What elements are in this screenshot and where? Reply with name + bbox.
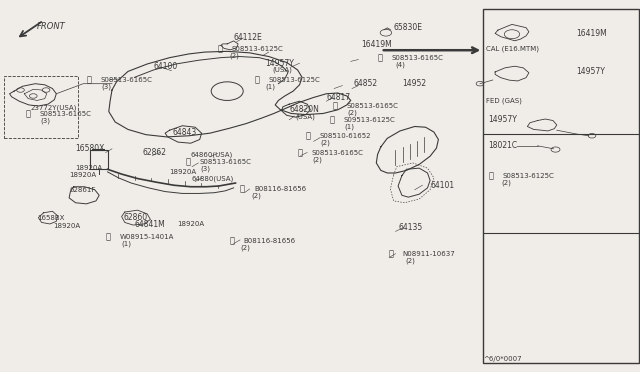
Text: S08513-6165C: S08513-6165C xyxy=(40,111,92,117)
Text: 23772Y(USA): 23772Y(USA) xyxy=(31,105,77,111)
Text: FRONT: FRONT xyxy=(37,22,66,31)
Text: 64860(USA): 64860(USA) xyxy=(191,152,233,158)
Text: N08911-10637: N08911-10637 xyxy=(403,251,455,257)
Text: (1): (1) xyxy=(344,123,355,130)
Text: 64852: 64852 xyxy=(354,79,378,88)
Text: S08513-6125C: S08513-6125C xyxy=(232,46,284,52)
Text: Ⓢ: Ⓢ xyxy=(186,157,191,166)
Text: S09513-6125C: S09513-6125C xyxy=(344,117,396,123)
Text: (2): (2) xyxy=(501,179,511,186)
Text: Ⓢ: Ⓢ xyxy=(26,110,31,119)
Text: 64820N: 64820N xyxy=(289,105,319,114)
Text: 14952: 14952 xyxy=(402,79,426,88)
Text: (2): (2) xyxy=(241,244,250,251)
Text: 14957Y: 14957Y xyxy=(266,59,294,68)
Text: (2): (2) xyxy=(312,157,322,163)
Text: 18920A: 18920A xyxy=(170,169,196,175)
Text: (3): (3) xyxy=(40,118,51,124)
Text: 64112E: 64112E xyxy=(234,33,262,42)
Text: (4): (4) xyxy=(396,61,405,68)
Text: B08116-81656: B08116-81656 xyxy=(243,238,295,244)
Text: 62862: 62862 xyxy=(143,148,166,157)
Text: Ⓢ: Ⓢ xyxy=(218,45,223,54)
Text: S08513-6165C: S08513-6165C xyxy=(347,103,399,109)
Text: 14957Y: 14957Y xyxy=(576,67,605,76)
Text: 1658BX: 1658BX xyxy=(37,215,65,221)
Text: Ⓝ: Ⓝ xyxy=(388,249,394,258)
Text: 18920A: 18920A xyxy=(69,172,96,178)
Text: S08510-61652: S08510-61652 xyxy=(320,133,371,139)
Text: 64843: 64843 xyxy=(173,128,197,137)
Text: W08915-1401A: W08915-1401A xyxy=(120,234,174,240)
Text: S08513-6165C: S08513-6165C xyxy=(100,77,152,83)
Text: (1): (1) xyxy=(266,83,276,90)
Text: 65830E: 65830E xyxy=(394,23,422,32)
Text: 62861F: 62861F xyxy=(69,187,95,193)
Text: Ⓢ: Ⓢ xyxy=(298,149,303,158)
Text: 14957Y: 14957Y xyxy=(488,115,517,124)
Text: 16419M: 16419M xyxy=(362,40,392,49)
Text: Ⓢ: Ⓢ xyxy=(488,171,493,180)
Text: (3): (3) xyxy=(101,83,111,90)
Text: (2): (2) xyxy=(348,109,357,116)
Text: S08513-6165C: S08513-6165C xyxy=(392,55,444,61)
Text: Ⓢ: Ⓢ xyxy=(333,102,338,110)
Text: (2): (2) xyxy=(252,192,261,199)
Text: 64841M: 64841M xyxy=(134,220,165,229)
Text: 62860: 62860 xyxy=(124,213,148,222)
Text: Ⓢ: Ⓢ xyxy=(378,53,383,62)
Text: Ⓢ: Ⓢ xyxy=(306,131,311,140)
Text: Ⓑ: Ⓑ xyxy=(229,237,234,246)
Text: 18920A: 18920A xyxy=(177,221,204,227)
Text: S08513-6125C: S08513-6125C xyxy=(269,77,321,83)
Text: (USA): (USA) xyxy=(296,113,316,120)
Text: Ⓢ: Ⓢ xyxy=(86,76,92,84)
Text: (2): (2) xyxy=(320,139,330,146)
Text: 64100: 64100 xyxy=(154,62,178,71)
Text: (2): (2) xyxy=(229,52,239,59)
Bar xyxy=(483,9,639,363)
Text: B08116-81656: B08116-81656 xyxy=(254,186,306,192)
Text: 64880(USA): 64880(USA) xyxy=(192,175,234,182)
Text: 64101: 64101 xyxy=(431,181,455,190)
Text: (2): (2) xyxy=(405,257,415,264)
Text: S08513-6125C: S08513-6125C xyxy=(502,173,554,179)
Text: 18920A: 18920A xyxy=(76,165,102,171)
Text: S08513-6165C: S08513-6165C xyxy=(200,159,252,165)
Text: Ⓢ: Ⓢ xyxy=(330,115,335,124)
Text: 18920A: 18920A xyxy=(53,223,80,229)
Text: Ⓑ: Ⓑ xyxy=(240,185,245,193)
Text: 64817: 64817 xyxy=(326,93,351,102)
Text: 16580X: 16580X xyxy=(76,144,105,153)
Text: Ⓢ: Ⓢ xyxy=(255,76,260,84)
Text: 64135: 64135 xyxy=(399,223,423,232)
Text: 16419M: 16419M xyxy=(576,29,607,38)
Text: 18021C: 18021C xyxy=(488,141,518,150)
Text: CAL (E16.MTM): CAL (E16.MTM) xyxy=(486,46,540,52)
Text: S08513-6165C: S08513-6165C xyxy=(312,150,364,156)
Text: FED (GAS): FED (GAS) xyxy=(486,97,522,104)
Text: (USA): (USA) xyxy=(272,66,292,73)
Text: Ⓦ: Ⓦ xyxy=(106,233,111,242)
Text: ^6/0*0007: ^6/0*0007 xyxy=(483,356,522,362)
Text: (1): (1) xyxy=(122,241,132,247)
Text: (3): (3) xyxy=(200,165,211,172)
